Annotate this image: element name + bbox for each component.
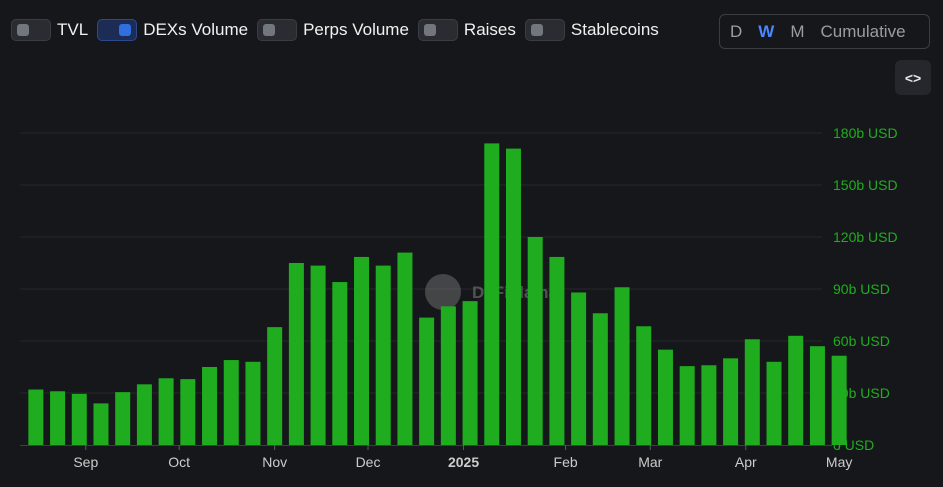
toggle-switch[interactable] bbox=[417, 19, 458, 41]
bar[interactable] bbox=[332, 282, 348, 445]
bar[interactable] bbox=[462, 301, 478, 445]
bar[interactable] bbox=[28, 389, 44, 445]
bar[interactable] bbox=[527, 237, 543, 445]
toggle-dexs-volume[interactable]: DEXs Volume bbox=[97, 19, 248, 41]
bar[interactable] bbox=[831, 355, 847, 445]
bar[interactable] bbox=[766, 361, 782, 445]
y-tick-label: 120b USD bbox=[833, 229, 898, 245]
toggle-switch[interactable] bbox=[524, 19, 565, 41]
bar[interactable] bbox=[788, 335, 804, 445]
bar[interactable] bbox=[397, 252, 413, 445]
x-tick-label: Oct bbox=[168, 454, 190, 470]
bar[interactable] bbox=[549, 256, 565, 445]
bar[interactable] bbox=[636, 326, 652, 445]
bar[interactable] bbox=[158, 378, 174, 445]
toggle-label: TVL bbox=[57, 20, 89, 39]
bar[interactable] bbox=[354, 256, 370, 445]
bar[interactable] bbox=[310, 265, 326, 445]
toggle-raises[interactable]: Raises bbox=[417, 19, 516, 41]
bar[interactable] bbox=[245, 361, 261, 445]
y-tick-label: 180b USD bbox=[833, 125, 898, 141]
bar[interactable] bbox=[115, 392, 131, 445]
period-selector: D W M Cumulative bbox=[719, 14, 930, 49]
bar[interactable] bbox=[71, 393, 87, 445]
y-tick-label: 60b USD bbox=[833, 333, 890, 349]
x-tick-label: Mar bbox=[638, 454, 662, 470]
period-option-w[interactable]: W bbox=[758, 21, 775, 41]
toggle-knob bbox=[119, 24, 132, 36]
period-option-cumulative[interactable]: Cumulative bbox=[820, 21, 906, 41]
x-tick-label: Nov bbox=[262, 454, 287, 470]
toggle-switch[interactable] bbox=[257, 19, 298, 41]
x-tick-label: 2025 bbox=[448, 454, 479, 470]
toggle-knob bbox=[17, 24, 29, 36]
bar[interactable] bbox=[592, 313, 608, 445]
bar[interactable] bbox=[50, 391, 66, 445]
bar[interactable] bbox=[223, 360, 239, 445]
y-tick-label: 0 USD bbox=[833, 437, 874, 453]
bar[interactable] bbox=[614, 287, 630, 445]
toggle-label: Raises bbox=[463, 20, 516, 39]
bar[interactable] bbox=[267, 327, 283, 445]
y-tick-label: 30b USD bbox=[833, 385, 890, 401]
bar[interactable] bbox=[484, 143, 500, 445]
bar[interactable] bbox=[505, 148, 521, 445]
bar[interactable] bbox=[440, 306, 456, 445]
bar[interactable] bbox=[723, 358, 739, 445]
toggle-label: Perps Volume bbox=[303, 20, 409, 39]
toggle-knob bbox=[423, 24, 436, 36]
bar[interactable] bbox=[288, 263, 304, 445]
toggle-knob bbox=[263, 24, 276, 36]
bar[interactable] bbox=[571, 292, 587, 445]
toggle-label: Stablecoins bbox=[570, 20, 659, 39]
period-option-m[interactable]: M bbox=[790, 21, 805, 41]
y-tick-label: 150b USD bbox=[833, 177, 898, 193]
llama-logo-icon bbox=[425, 274, 461, 310]
x-tick-label: May bbox=[826, 454, 852, 470]
toggle-label: DEXs Volume bbox=[143, 20, 249, 39]
metric-toggles: TVL DEXs Volume Perps Volume Raises Stableco… bbox=[11, 19, 668, 41]
bar[interactable] bbox=[744, 339, 760, 445]
period-option-d[interactable]: D bbox=[730, 21, 743, 41]
bar[interactable] bbox=[375, 265, 391, 445]
y-tick-label: 90b USD bbox=[833, 281, 890, 297]
toggle-switch[interactable] bbox=[11, 19, 51, 41]
toggle-switch[interactable] bbox=[97, 19, 138, 41]
toggle-perps-volume[interactable]: Perps Volume bbox=[257, 19, 409, 41]
bar[interactable] bbox=[809, 346, 825, 445]
bar[interactable] bbox=[701, 365, 717, 445]
toggle-knob bbox=[530, 24, 543, 36]
bar[interactable] bbox=[657, 349, 673, 445]
code-brackets-icon: <> bbox=[904, 69, 922, 86]
bar[interactable] bbox=[419, 317, 435, 445]
x-tick-label: Sep bbox=[73, 454, 98, 470]
toggle-stablecoins[interactable]: Stablecoins bbox=[524, 19, 659, 41]
bar[interactable] bbox=[180, 379, 196, 445]
x-tick-label: Apr bbox=[735, 454, 757, 470]
bar[interactable] bbox=[679, 366, 695, 445]
x-tick-label: Feb bbox=[554, 454, 578, 470]
bar[interactable] bbox=[202, 367, 218, 445]
embed-button[interactable]: <> bbox=[895, 60, 931, 95]
bar[interactable] bbox=[136, 384, 152, 445]
x-tick-label: Dec bbox=[356, 454, 381, 470]
bar[interactable] bbox=[93, 403, 109, 445]
toggle-tvl[interactable]: TVL bbox=[11, 19, 88, 41]
